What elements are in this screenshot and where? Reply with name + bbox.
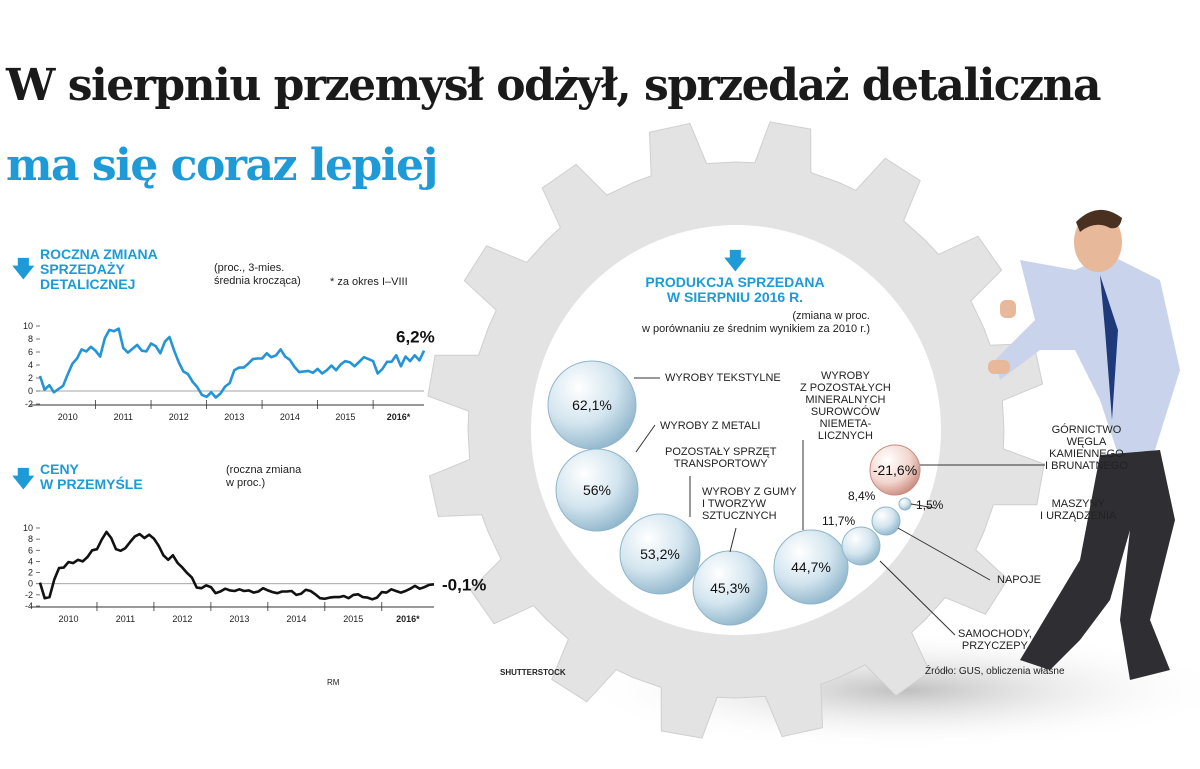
y-tick-label: 6 <box>28 545 33 555</box>
x-tick-label: 2015 <box>343 614 363 624</box>
x-tick-label: 2016* <box>387 412 411 422</box>
bubble <box>841 526 881 566</box>
label-mining: GÓRNICTWO WĘGLA KAMIENNEGO I BRUNATNEGO <box>1045 424 1128 472</box>
x-tick-label: 2012 <box>169 412 189 422</box>
y-tick-label: 2 <box>28 373 33 383</box>
label-textile: WYROBY TEKSTYLNE <box>665 372 781 384</box>
arrow-down-icon: 🡇 <box>12 466 35 491</box>
y-tick-label: 8 <box>28 534 33 544</box>
bubble-value-label: 44,7% <box>791 559 831 575</box>
headline-line2: ma się coraz lepiej <box>6 140 438 191</box>
y-tick-label: 4 <box>28 556 33 566</box>
credit-rm: RM <box>327 678 340 687</box>
y-tick-label: 8 <box>28 334 33 344</box>
chart1-note: (proc., 3-mies. średnia krocząca) <box>214 262 301 287</box>
y-tick-label: 6 <box>28 347 33 357</box>
x-tick-label: 2013 <box>229 614 249 624</box>
arrow-down-icon: 🡇 <box>724 248 747 273</box>
bubble <box>773 529 849 605</box>
bubble-value-label: 62,1% <box>572 397 612 413</box>
bubble-value-label: 53,2% <box>640 546 680 562</box>
y-tick-label: 4 <box>28 360 33 370</box>
x-tick-label: 2011 <box>114 412 133 422</box>
y-tick-label: 10 <box>23 321 33 331</box>
y-tick-label: -2 <box>25 590 33 600</box>
chart2-note: (roczna zmiana w proc.) <box>226 464 302 489</box>
source-note: Źródło: GUS, obliczenia własne <box>925 666 1065 677</box>
chart1-footnote: * za okres I–VIII <box>330 276 408 288</box>
bubble-value-label: 8,4% <box>848 489 876 503</box>
x-tick-label: 2016* <box>396 614 420 624</box>
label-drinks: NAPOJE <box>997 574 1042 586</box>
label-rubber: WYROBY Z GUMY I TWORZYW SZTUCZNYCH <box>702 486 797 522</box>
x-tick-label: 2015 <box>335 412 355 422</box>
arrow-down-icon: 🡇 <box>12 256 35 281</box>
label-connector <box>729 527 737 553</box>
label-connector <box>879 560 956 636</box>
y-tick-label: -2 <box>25 399 33 409</box>
x-tick-label: 2013 <box>224 412 244 422</box>
production-title: PRODUKCJA SPRZEDANA W SIERPNIU 2016 R. <box>645 274 825 305</box>
bubble <box>898 497 912 511</box>
production-note: (zmiana w proc. w porównaniu ze średnim … <box>641 310 870 335</box>
label-connector <box>897 527 991 581</box>
last-value-label: 6,2% <box>396 328 435 347</box>
bubble-value-label: 45,3% <box>710 580 750 596</box>
label-connector <box>635 424 656 453</box>
bubble-value-label: 56% <box>583 482 611 498</box>
businessman-illustration <box>988 209 1180 680</box>
bubble <box>871 506 901 536</box>
x-tick-label: 2010 <box>58 614 78 624</box>
series-line <box>38 530 435 601</box>
credit-photo: SHUTTERSTOCK <box>500 668 566 677</box>
bubble <box>869 444 921 496</box>
x-tick-label: 2014 <box>286 614 306 624</box>
y-tick-label: 10 <box>23 523 33 533</box>
y-tick-label: 0 <box>28 386 33 396</box>
y-tick-label: 2 <box>28 568 33 578</box>
last-value-label: -0,1% <box>442 575 486 594</box>
label-cars: SAMOCHODY, PRZYCZEPY <box>958 628 1032 652</box>
chart2-title: CENY W PRZEMYŚLE <box>40 461 143 492</box>
x-tick-label: 2012 <box>172 614 192 624</box>
series-line <box>38 327 426 399</box>
label-transport: POZOSTAŁY SPRZĘT TRANSPORTOWY <box>665 446 777 470</box>
bubble <box>555 448 639 532</box>
bubble-value-label: 1,5% <box>916 498 944 512</box>
headline-line1: W sierpniu przemysł odżył, sprzedaż deta… <box>6 60 1102 111</box>
y-tick-label: -4 <box>25 601 33 611</box>
chart1-title: ROCZNA ZMIANA SPRZEDAŻY DETALICZNEJ <box>40 246 158 292</box>
chart1-retail-sales: 10 8 6 4 2 0 -2 2010 2011 2012 2013 2014 2015 2016* 6,… <box>23 321 435 422</box>
bubble-value-label: 11,7% <box>822 514 855 528</box>
label-connector <box>910 503 936 509</box>
x-tick-label: 2014 <box>280 412 300 422</box>
label-minerals: WYROBY Z POZOSTAŁYCH MINERALNYCH SUROWCÓW N… <box>800 370 891 442</box>
bubble-value-label: -21,6% <box>873 462 917 478</box>
y-tick-label: 0 <box>28 579 33 589</box>
label-metal: WYROBY Z METALI <box>660 420 761 432</box>
label-machines: MASZYNY I URZĄDZENIA <box>1040 498 1117 522</box>
x-tick-label: 2010 <box>58 412 78 422</box>
bubble <box>619 513 701 595</box>
x-tick-label: 2011 <box>116 614 135 624</box>
